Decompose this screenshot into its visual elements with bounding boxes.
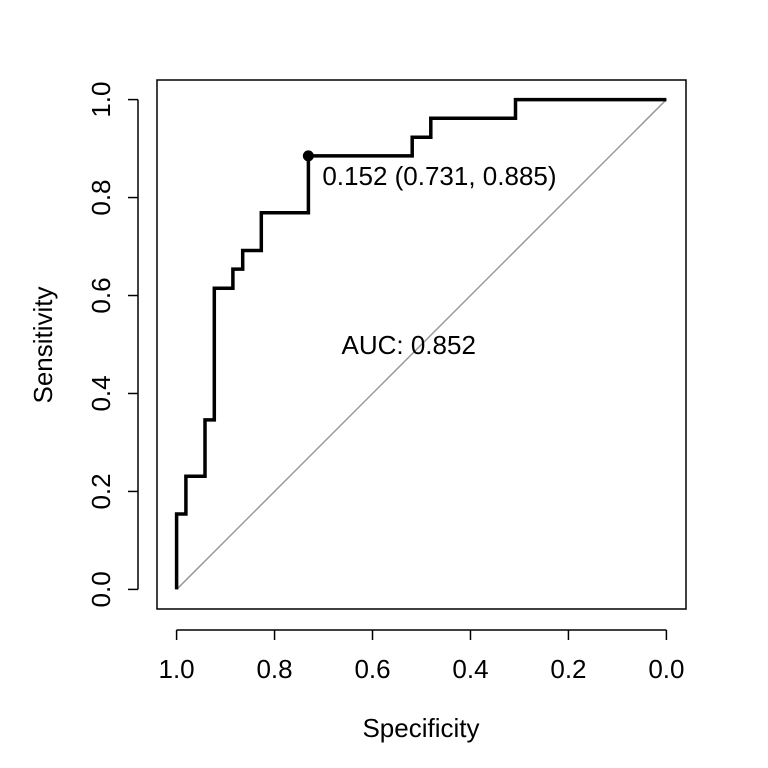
y-tick-label: 0.4 — [86, 375, 116, 411]
x-tick-label: 0.0 — [648, 654, 684, 684]
highlight-point — [302, 150, 314, 162]
highlight-point-label: 0.152 (0.731, 0.885) — [322, 161, 556, 191]
y-tick-label: 0.8 — [86, 179, 116, 215]
plot-frame — [156, 79, 687, 610]
x-axis: 1.0 0.8 0.6 0.4 0.2 0.0 — [159, 629, 684, 684]
auc-annotation: AUC: 0.852 — [342, 330, 476, 360]
y-tick-label: 0.6 — [86, 277, 116, 313]
x-tick-label: 0.8 — [256, 654, 292, 684]
diagonal-reference-line — [176, 99, 667, 590]
y-tick-label: 0.0 — [86, 571, 116, 607]
y-axis-title: Sensitivity — [28, 286, 58, 403]
x-tick-label: 0.4 — [452, 654, 488, 684]
y-tick-label: 0.2 — [86, 473, 116, 509]
x-tick-label: 0.2 — [550, 654, 586, 684]
y-axis: 0.0 0.2 0.4 0.6 0.8 1.0 — [86, 82, 139, 607]
x-tick-label: 0.6 — [354, 654, 390, 684]
x-tick-label: 1.0 — [159, 654, 195, 684]
y-tick-label: 1.0 — [86, 82, 116, 118]
x-axis-title: Specificity — [362, 713, 479, 743]
roc-curve — [174, 97, 667, 590]
